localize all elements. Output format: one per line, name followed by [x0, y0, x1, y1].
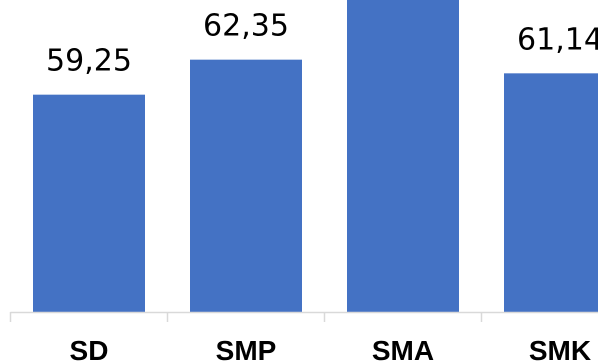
bar	[190, 59, 302, 312]
bar	[33, 94, 145, 312]
x-tick-label: SMP	[216, 335, 277, 361]
x-tick-label: SD	[70, 335, 109, 361]
data-label: 59,25	[46, 44, 132, 79]
data-label: 61,14	[517, 22, 598, 57]
bar	[347, 0, 459, 313]
bar	[504, 73, 598, 312]
x-tick-label: SMK	[529, 335, 591, 361]
data-label: 62,35	[203, 9, 289, 44]
x-tick-label: SMA	[372, 335, 434, 361]
